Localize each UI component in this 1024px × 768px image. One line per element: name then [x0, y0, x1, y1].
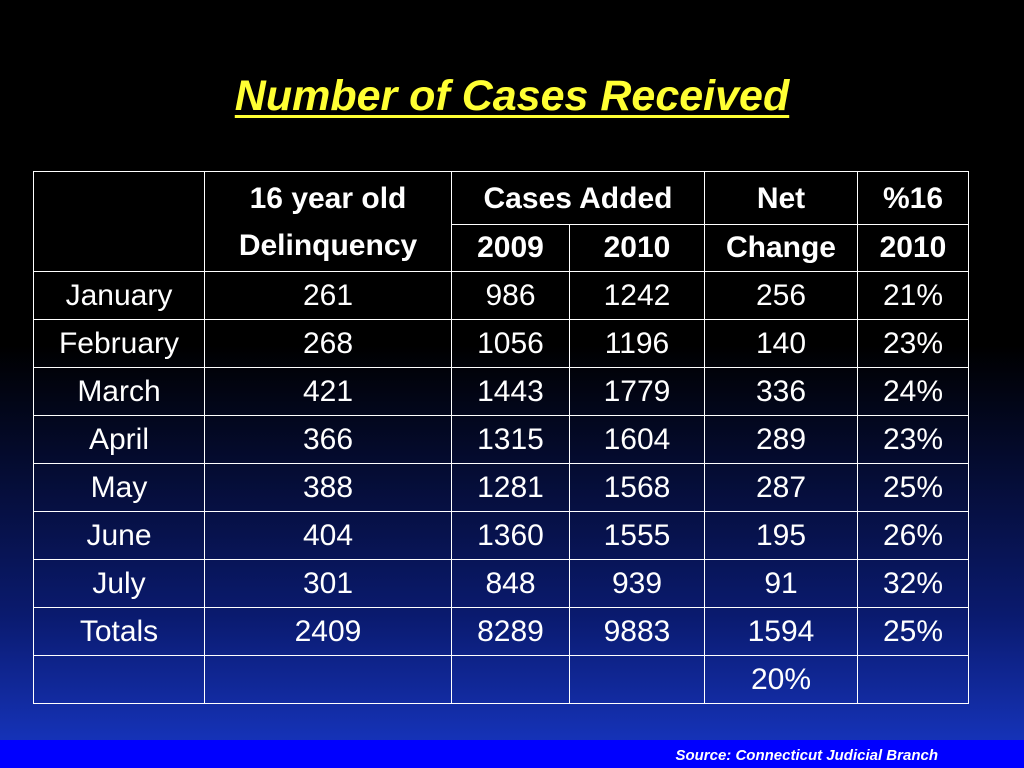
pct-cell: 25% [857, 463, 969, 512]
slide-title: Number of Cases Received [234, 72, 790, 120]
cases-2009-cell: 1315 [451, 415, 570, 464]
net-change-cell: 140 [704, 319, 858, 368]
net-change-cell: 289 [704, 415, 858, 464]
net-change-cell: 336 [704, 367, 858, 416]
cases-2010-cell: 1604 [569, 415, 705, 464]
header-empty-cell [33, 171, 205, 272]
header-net-line2: Change [704, 224, 858, 272]
cases-2010-cell: 9883 [569, 607, 705, 656]
pct-cell [857, 655, 969, 704]
month-cell: June [33, 511, 205, 560]
month-cell: February [33, 319, 205, 368]
delinquency-cell [204, 655, 452, 704]
delinquency-cell: 2409 [204, 607, 452, 656]
cases-2010-cell: 939 [569, 559, 705, 608]
footer-bar [0, 740, 1024, 768]
cases-2009-cell [451, 655, 570, 704]
header-pct-line1: %16 [857, 171, 969, 225]
pct-cell: 23% [857, 415, 969, 464]
delinquency-cell: 261 [204, 271, 452, 320]
month-cell: March [33, 367, 205, 416]
cases-2009-cell: 848 [451, 559, 570, 608]
header-2009: 2009 [451, 224, 570, 272]
table-row: July 301 848 939 91 32% [33, 559, 969, 608]
cases-table: 16 year old Delinquency Cases Added Net … [33, 171, 969, 704]
delinquency-cell: 366 [204, 415, 452, 464]
table-row: March 421 1443 1779 336 24% [33, 367, 969, 416]
table-row: April 366 1315 1604 289 23% [33, 415, 969, 464]
pct-cell: 24% [857, 367, 969, 416]
header-delinquency: 16 year old Delinquency [204, 171, 452, 272]
header-net-line1: Net [704, 171, 858, 225]
cases-2009-cell: 1281 [451, 463, 570, 512]
table-row-summary: 20% [33, 655, 969, 704]
pct-cell: 21% [857, 271, 969, 320]
cases-2009-cell: 1360 [451, 511, 570, 560]
delinquency-cell: 301 [204, 559, 452, 608]
header-2010: 2010 [569, 224, 705, 272]
header-delinquency-line1: 16 year old [249, 181, 407, 215]
net-change-cell: 20% [704, 655, 858, 704]
net-change-cell: 256 [704, 271, 858, 320]
header-pct-line2: 2010 [857, 224, 969, 272]
cases-2010-cell: 1555 [569, 511, 705, 560]
cases-2009-cell: 1056 [451, 319, 570, 368]
source-citation: Source: Connecticut Judicial Branch [675, 747, 938, 764]
delinquency-cell: 268 [204, 319, 452, 368]
month-cell: April [33, 415, 205, 464]
pct-cell: 23% [857, 319, 969, 368]
header-row-top: 16 year old Delinquency Cases Added Net … [33, 171, 969, 272]
table-row: February 268 1056 1196 140 23% [33, 319, 969, 368]
month-cell: July [33, 559, 205, 608]
delinquency-cell: 421 [204, 367, 452, 416]
cases-2009-cell: 986 [451, 271, 570, 320]
table-row: Totals 2409 8289 9883 1594 25% [33, 607, 969, 656]
pct-cell: 32% [857, 559, 969, 608]
table-row: June 404 1360 1555 195 26% [33, 511, 969, 560]
cases-2010-cell: 1568 [569, 463, 705, 512]
month-cell: January [33, 271, 205, 320]
cases-2010-cell [569, 655, 705, 704]
cases-2010-cell: 1779 [569, 367, 705, 416]
net-change-cell: 287 [704, 463, 858, 512]
cases-2009-cell: 8289 [451, 607, 570, 656]
pct-cell: 26% [857, 511, 969, 560]
header-cases-added: Cases Added [451, 171, 705, 225]
net-change-cell: 195 [704, 511, 858, 560]
delinquency-cell: 388 [204, 463, 452, 512]
month-cell: May [33, 463, 205, 512]
table-row: January 261 986 1242 256 21% [33, 271, 969, 320]
month-cell [33, 655, 205, 704]
cases-2010-cell: 1242 [569, 271, 705, 320]
net-change-cell: 1594 [704, 607, 858, 656]
header-delinquency-line2: Delinquency [238, 228, 418, 262]
month-cell: Totals [33, 607, 205, 656]
net-change-cell: 91 [704, 559, 858, 608]
pct-cell: 25% [857, 607, 969, 656]
table-row: May 388 1281 1568 287 25% [33, 463, 969, 512]
delinquency-cell: 404 [204, 511, 452, 560]
cases-2009-cell: 1443 [451, 367, 570, 416]
cases-2010-cell: 1196 [569, 319, 705, 368]
